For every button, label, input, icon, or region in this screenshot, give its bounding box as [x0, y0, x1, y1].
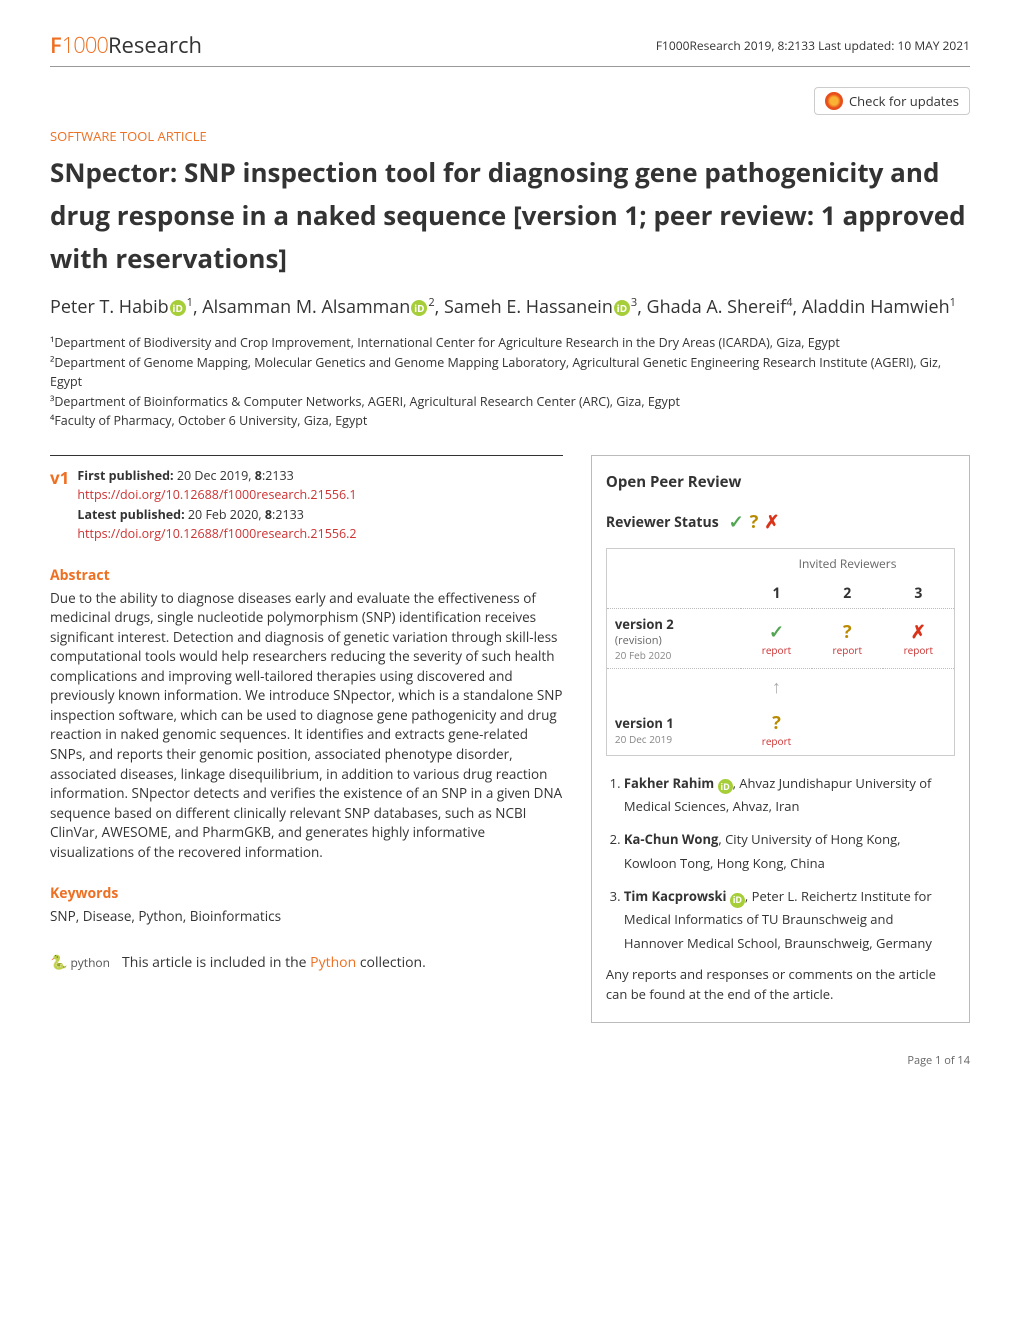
- orcid-icon[interactable]: iD: [730, 893, 745, 908]
- collection-row: 🐍 python This article is included in the…: [50, 953, 563, 972]
- latest-published-line: Latest published: 20 Feb 2020, 8:2133: [77, 505, 356, 524]
- review-status-table: Invited Reviewers 123 version 2 (revisio…: [606, 548, 955, 756]
- author: Ghada A. Shereif4: [647, 295, 793, 319]
- review-cell: ✓report: [741, 608, 812, 668]
- abstract-heading: Abstract: [50, 566, 563, 585]
- reviewer-number: 3: [883, 578, 955, 607]
- keywords-heading: Keywords: [50, 884, 563, 903]
- reviewer-number: 2: [812, 578, 883, 607]
- author: Aladdin Hamwieh1: [802, 295, 956, 319]
- question-icon: ?: [745, 711, 808, 735]
- orcid-icon[interactable]: iD: [170, 300, 186, 316]
- article-title: SNpector: SNP inspection tool for diagno…: [50, 151, 970, 280]
- first-published-line: First published: 20 Dec 2019, 8:2133: [77, 466, 356, 485]
- peer-review-footer: Any reports and responses or comments on…: [606, 965, 955, 1004]
- author: Peter T. HabibiD1: [50, 295, 193, 319]
- cross-icon: ✗: [887, 620, 950, 644]
- review-cell: ?report: [812, 608, 883, 668]
- check-updates-button[interactable]: Check for updates: [814, 87, 970, 115]
- affiliation: ³Department of Bioinformatics & Computer…: [50, 393, 970, 412]
- python-collection-link[interactable]: Python: [310, 953, 356, 972]
- publication-history: v1 First published: 20 Dec 2019, 8:2133 …: [50, 466, 563, 544]
- logo-research: Research: [108, 30, 202, 60]
- orcid-icon[interactable]: iD: [718, 779, 733, 794]
- section-divider: [50, 455, 563, 456]
- check-icon: ✓: [745, 620, 808, 644]
- version-badge: v1: [50, 466, 69, 544]
- version-row-label: version 2 (revision) 20 Feb 2020: [606, 608, 741, 668]
- affiliation: ⁴Faculty of Pharmacy, October 6 Universi…: [50, 412, 970, 431]
- keywords-body: SNP, Disease, Python, Bioinformatics: [50, 907, 563, 925]
- page-number: Page 1 of 14: [50, 1053, 970, 1068]
- affiliation: ¹Department of Biodiversity and Crop Imp…: [50, 334, 970, 353]
- orcid-icon[interactable]: iD: [614, 300, 630, 316]
- reviewer-item: Tim Kacprowski iD, Peter L. Reichertz In…: [624, 885, 955, 955]
- review-cell: ?report: [741, 705, 812, 754]
- article-type-label: SOFTWARE TOOL ARTICLE: [50, 127, 970, 145]
- review-cell: [812, 705, 883, 754]
- question-icon: ?: [750, 510, 759, 534]
- affiliations-list: ¹Department of Biodiversity and Crop Imp…: [50, 334, 970, 431]
- peer-review-title: Open Peer Review: [606, 472, 955, 492]
- right-column: Open Peer Review Reviewer Status ✓ ? ✗ I…: [591, 455, 970, 1023]
- authors-list: Peter T. HabibiD1, Alsamman M. Alsammani…: [50, 292, 970, 323]
- reviewer-number: 1: [741, 578, 812, 607]
- review-cell: ✗report: [883, 608, 955, 668]
- orcid-icon[interactable]: iD: [411, 300, 427, 316]
- peer-review-box: Open Peer Review Reviewer Status ✓ ? ✗ I…: [591, 455, 970, 1023]
- question-icon: ?: [816, 620, 879, 644]
- header-metadata: F1000Research 2019, 8:2133 Last updated:…: [656, 37, 970, 54]
- reviewer-item: Fakher Rahim iD, Ahvaz Jundishapur Unive…: [624, 772, 955, 819]
- logo-1000: 1000: [62, 30, 108, 60]
- report-link[interactable]: report: [745, 734, 808, 748]
- reviewer-status-row: Reviewer Status ✓ ? ✗: [606, 510, 955, 534]
- abstract-body: Due to the ability to diagnose diseases …: [50, 589, 563, 863]
- journal-logo: F1000Research: [50, 30, 202, 60]
- author: Sameh E. HassaneiniD3: [444, 295, 637, 319]
- report-link[interactable]: report: [887, 643, 950, 657]
- reviewers-list: Fakher Rahim iD, Ahvaz Jundishapur Unive…: [606, 772, 955, 956]
- first-published-doi[interactable]: https://doi.org/10.12688/f1000research.2…: [77, 485, 356, 504]
- check-icon: ✓: [729, 510, 744, 534]
- reviewer-item: Ka-Chun Wong, City University of Hong Ko…: [624, 828, 955, 875]
- cross-icon: ✗: [764, 510, 779, 534]
- invited-reviewers-label: Invited Reviewers: [741, 549, 954, 579]
- affiliation: ²Department of Genome Mapping, Molecular…: [50, 354, 970, 392]
- crossmark-icon: [825, 92, 843, 110]
- logo-letter-f: F: [50, 30, 62, 60]
- arrow-up-icon: ↑: [772, 675, 781, 699]
- review-cell: [883, 705, 955, 754]
- author: Alsamman M. AlsammaniD2: [202, 295, 434, 319]
- collection-text: This article is included in the Python c…: [122, 953, 426, 972]
- status-icons: ✓ ? ✗: [729, 510, 780, 534]
- python-logo-icon: 🐍 python: [50, 953, 110, 972]
- latest-published-doi[interactable]: https://doi.org/10.12688/f1000research.2…: [77, 524, 356, 543]
- report-link[interactable]: report: [816, 643, 879, 657]
- report-link[interactable]: report: [745, 643, 808, 657]
- python-snake-icon: 🐍: [50, 953, 67, 972]
- page-header: F1000Research F1000Research 2019, 8:2133…: [50, 30, 970, 67]
- left-column: v1 First published: 20 Dec 2019, 8:2133 …: [50, 455, 563, 1023]
- version-row-label: version 1 20 Dec 2019: [606, 705, 741, 754]
- check-updates-label: Check for updates: [849, 92, 959, 110]
